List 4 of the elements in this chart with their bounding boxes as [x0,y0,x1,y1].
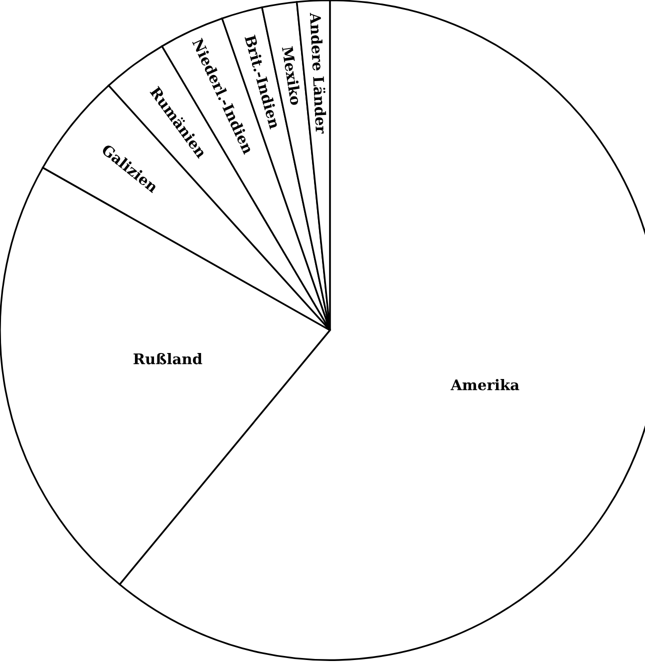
slice-label: Andere Länder [310,12,328,134]
slice-label: Rußland [134,353,202,364]
slice-label: Mexiko [282,46,302,106]
slice-label: Amerika [450,379,520,390]
